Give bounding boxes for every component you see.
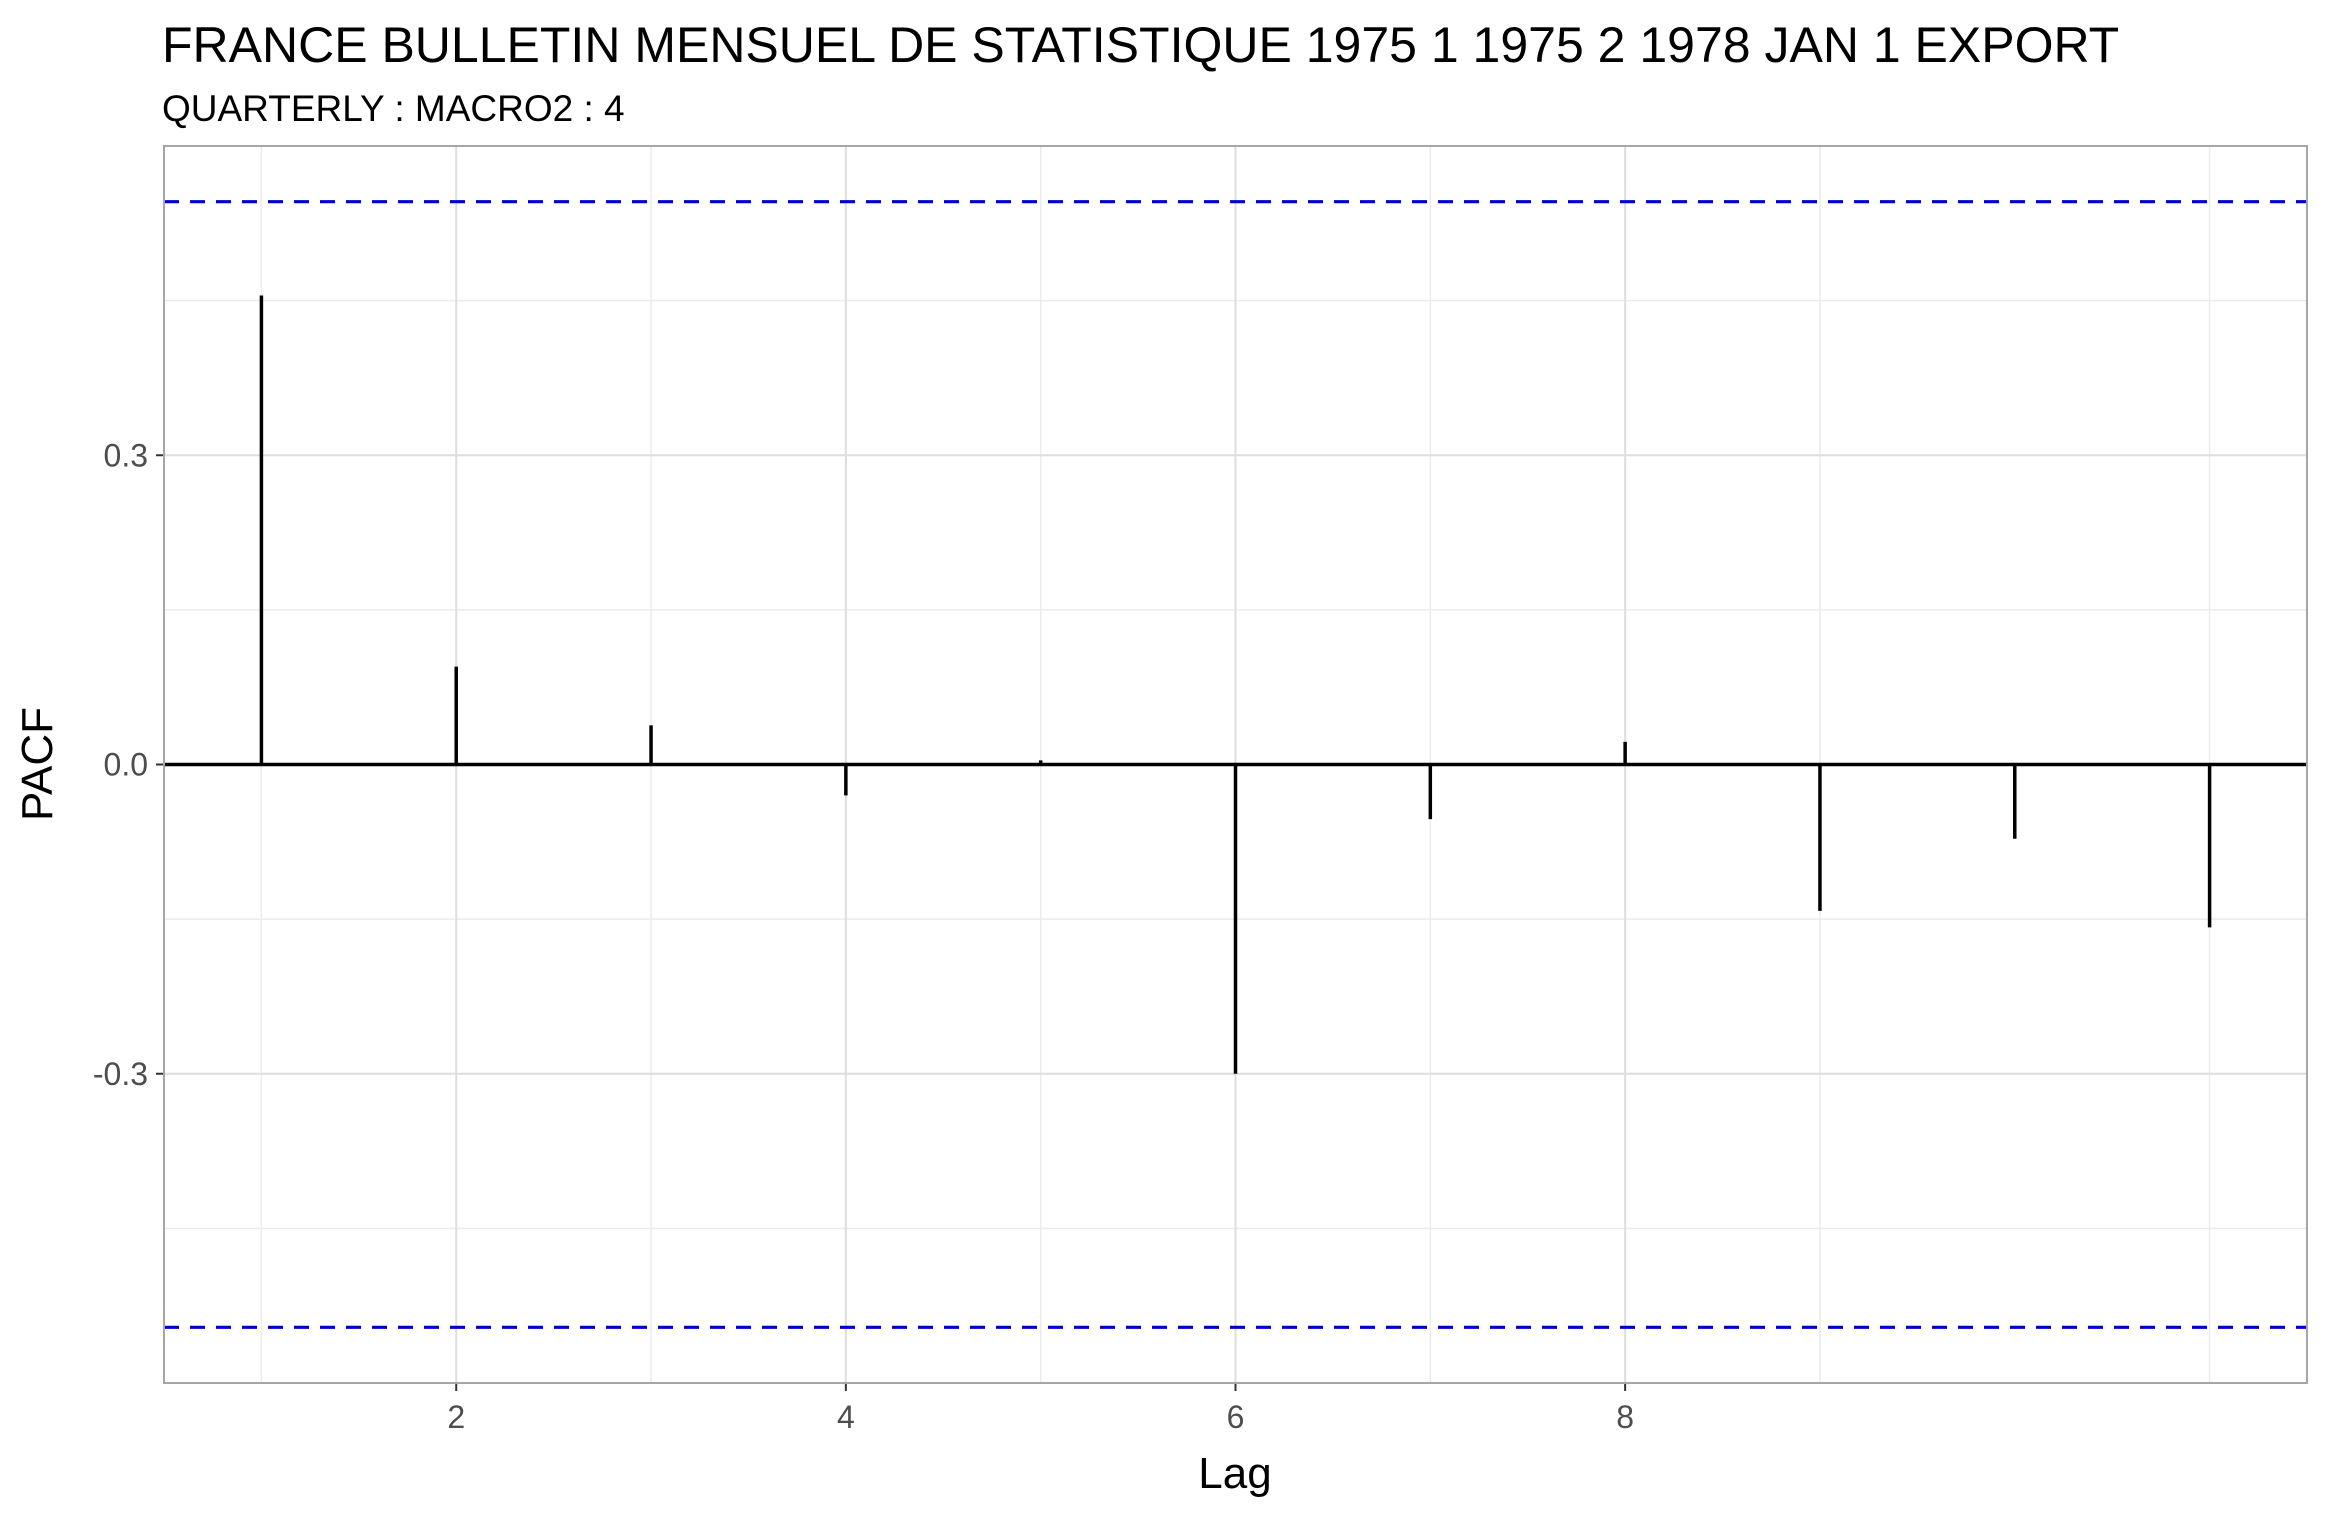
x-axis-title: Lag — [1198, 1449, 1271, 1498]
plot-panel-border — [163, 145, 2308, 1384]
x-tick-label-1: 4 — [837, 1399, 855, 1435]
x-tick-label-3: 8 — [1616, 1399, 1634, 1435]
y-tick-label-2: 0.3 — [104, 437, 148, 473]
chart-subtitle: QUARTERLY : MACRO2 : 4 — [162, 88, 625, 129]
chart-title: FRANCE BULLETIN MENSUEL DE STATISTIQUE 1… — [162, 17, 2119, 73]
y-axis-title: PACF — [13, 707, 62, 821]
x-tick-label-2: 6 — [1227, 1399, 1245, 1435]
pacf-bars — [164, 295, 2307, 1074]
y-tick-label-0: -0.3 — [93, 1056, 148, 1092]
confidence-bounds — [164, 200, 2307, 1329]
tick-labels: -0.3 0.0 0.3 2 4 6 8 — [93, 437, 1634, 1435]
y-tick-label-1: 0.0 — [104, 747, 148, 783]
x-tick-label-0: 2 — [447, 1399, 465, 1435]
